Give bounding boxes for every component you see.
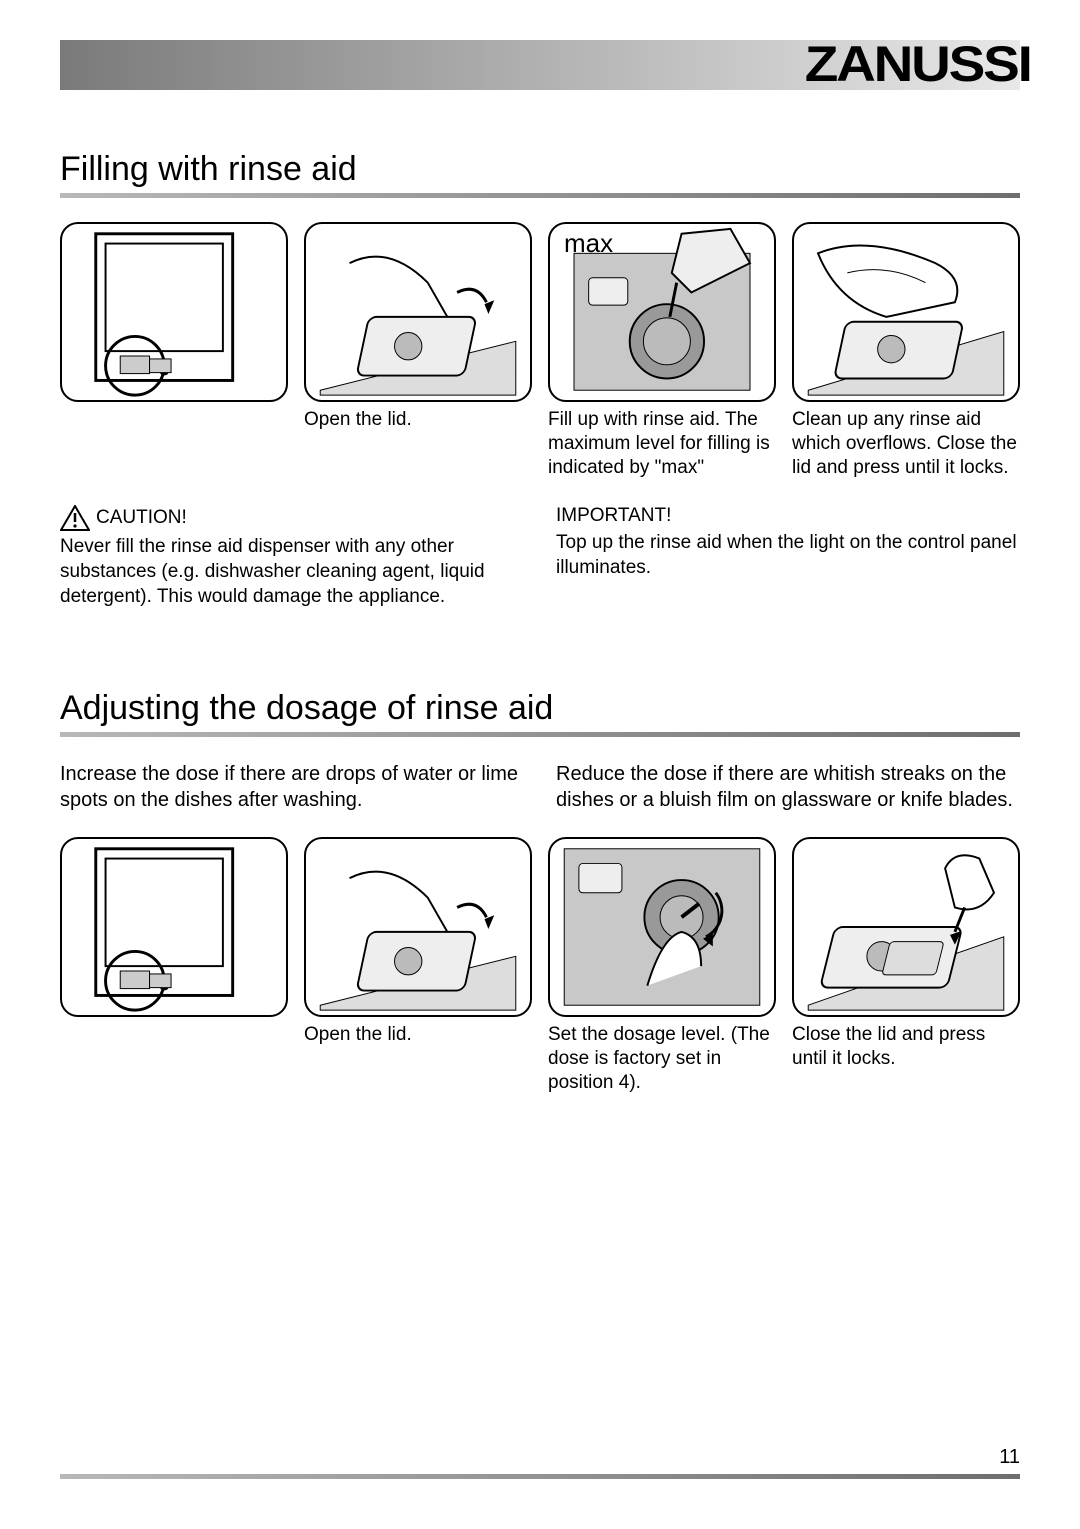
figure-3: max Fill up with rinse aid. The maximum … (548, 222, 776, 479)
caution-label: CAUTION! (96, 507, 187, 529)
illustration-dispenser-location-2 (60, 837, 288, 1017)
open-lid-icon (306, 839, 530, 1015)
page-number: 11 (999, 1446, 1020, 1469)
illustration-close-lid (792, 837, 1020, 1017)
caution-text: Never fill the rinse aid dispenser with … (60, 535, 524, 609)
close-lid-icon (794, 839, 1018, 1015)
figure-2-caption: Open the lid. (304, 408, 532, 432)
figure-row-1: Open the lid. max Fill up with rinse aid… (60, 222, 1020, 479)
dishwasher-door-icon (62, 224, 286, 400)
figure-4-caption: Clean up any rinse aid which overflows. … (792, 408, 1020, 479)
figure-4: Clean up any rinse aid which overflows. … (792, 222, 1020, 479)
section-rule-2 (60, 732, 1020, 737)
lead-right-text: Reduce the dose if there are whitish str… (556, 761, 1020, 813)
section-filling: Filling with rinse aid (60, 150, 1020, 609)
important-text: Top up the rinse aid when the light on t… (556, 531, 1020, 580)
max-label: max (564, 228, 613, 259)
page-content: Filling with rinse aid (60, 150, 1020, 1103)
important-block: IMPORTANT! Top up the rinse aid when the… (556, 505, 1020, 609)
figure-b2-caption: Open the lid. (304, 1023, 532, 1047)
figure-row-2: Open the lid. Set the dosag (60, 837, 1020, 1094)
illustration-set-dosage (548, 837, 776, 1017)
section-dosage: Adjusting the dosage of rinse aid Increa… (60, 689, 1020, 1094)
section-title-filling: Filling with rinse aid (60, 150, 1020, 189)
set-dosage-icon (550, 839, 774, 1015)
figure-b4: Close the lid and press until it locks. (792, 837, 1020, 1094)
lead-left-text: Increase the dose if there are drops of … (60, 761, 524, 813)
illustration-open-lid (304, 222, 532, 402)
dosage-lead-left: Increase the dose if there are drops of … (60, 761, 524, 813)
section-rule (60, 193, 1020, 198)
dishwasher-door-icon (62, 839, 286, 1015)
figure-b1 (60, 837, 288, 1094)
open-lid-icon (306, 224, 530, 400)
section-title-dosage: Adjusting the dosage of rinse aid (60, 689, 1020, 728)
brand-logo: ZANUSSI (804, 35, 1030, 93)
figure-b3-caption: Set the dosage level. (The dose is facto… (548, 1023, 776, 1094)
important-label: IMPORTANT! (556, 505, 1020, 527)
figure-1 (60, 222, 288, 479)
illustration-dispenser-location (60, 222, 288, 402)
wipe-close-icon (794, 224, 1018, 400)
caution-header: CAUTION! (60, 505, 524, 531)
bottom-rule (60, 1474, 1020, 1479)
caution-block: CAUTION! Never fill the rinse aid dispen… (60, 505, 524, 609)
dosage-lead-row: Increase the dose if there are drops of … (60, 761, 1020, 813)
notes-row: CAUTION! Never fill the rinse aid dispen… (60, 505, 1020, 609)
caution-triangle-icon (60, 505, 90, 531)
figure-2: Open the lid. (304, 222, 532, 479)
illustration-wipe-close (792, 222, 1020, 402)
figure-b4-caption: Close the lid and press until it locks. (792, 1023, 1020, 1071)
figure-3-caption: Fill up with rinse aid. The maximum leve… (548, 408, 776, 479)
figure-b2: Open the lid. (304, 837, 532, 1094)
illustration-fill-max: max (548, 222, 776, 402)
dosage-lead-right: Reduce the dose if there are whitish str… (556, 761, 1020, 813)
illustration-open-lid-2 (304, 837, 532, 1017)
figure-b3: Set the dosage level. (The dose is facto… (548, 837, 776, 1094)
